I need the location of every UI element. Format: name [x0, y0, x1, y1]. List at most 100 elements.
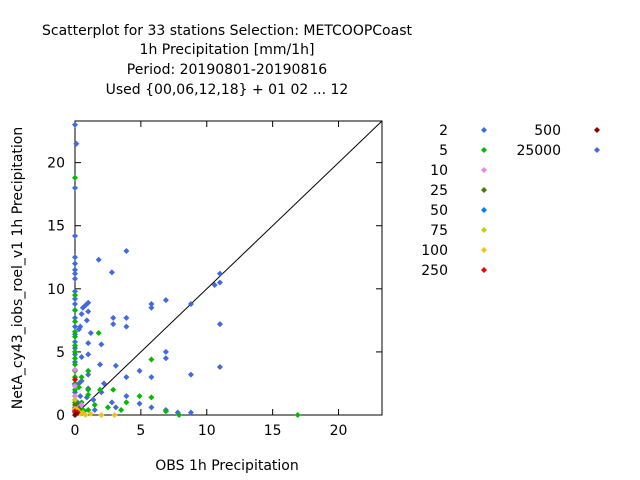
legend-label: 5 — [439, 143, 448, 159]
data-point — [136, 400, 143, 407]
data-point — [148, 394, 155, 401]
data-point — [82, 412, 89, 418]
legend-label: 2 — [439, 123, 448, 139]
data-point — [77, 393, 84, 400]
data-point — [72, 355, 78, 362]
data-point — [148, 304, 155, 311]
data-point — [148, 356, 155, 363]
title-line-1: Scatterplot for 33 stations Selection: M… — [42, 23, 412, 39]
y-tick-label: 20 — [47, 156, 65, 172]
data-point — [123, 393, 130, 400]
legend-label: 25 — [430, 183, 448, 199]
data-point — [90, 396, 97, 403]
title-line-4: Used {00,06,12,18} + 01 02 ... 12 — [106, 82, 349, 98]
data-point — [123, 323, 130, 330]
data-point — [85, 371, 92, 378]
data-point — [75, 326, 82, 333]
legend-label: 75 — [430, 223, 448, 239]
data-point — [72, 307, 78, 314]
data-point — [72, 366, 78, 373]
data-point — [72, 184, 78, 191]
data-point — [118, 406, 125, 413]
legend-label: 25000 — [516, 143, 561, 159]
legend-marker — [481, 207, 487, 213]
data-point — [72, 260, 78, 267]
data-point — [162, 348, 169, 355]
legend-marker — [481, 167, 487, 173]
data-point — [72, 318, 78, 325]
data-point — [79, 304, 86, 311]
data-point — [108, 269, 115, 276]
title-line-2: 1h Precipitation [mm/1h] — [140, 42, 315, 58]
data-point — [112, 362, 119, 369]
y-tick-label: 5 — [56, 345, 65, 361]
data-point — [72, 386, 78, 393]
legend-marker — [481, 267, 487, 273]
data-point — [85, 367, 92, 374]
data-point — [216, 321, 223, 328]
y-axis-label: NetA_cy43_iobs_roel_v1 1h Precipitation — [10, 127, 26, 409]
data-point — [72, 314, 78, 321]
data-point — [78, 374, 85, 381]
data-point — [123, 314, 130, 321]
x-tick-label: 10 — [198, 423, 216, 439]
data-point — [187, 300, 194, 307]
data-point — [123, 374, 130, 381]
legend-label: 50 — [430, 203, 448, 219]
data-point — [72, 300, 78, 307]
data-point — [110, 386, 117, 393]
data-point — [72, 121, 78, 128]
data-point — [148, 404, 155, 411]
data-point — [72, 342, 78, 349]
data-points — [72, 121, 301, 418]
data-point — [72, 174, 78, 181]
data-point — [75, 380, 82, 387]
data-point — [97, 386, 104, 393]
data-point — [87, 410, 94, 417]
legend-label: 500 — [534, 123, 561, 139]
legend-marker — [481, 147, 487, 153]
data-point — [162, 355, 169, 362]
legend-label: 100 — [421, 243, 448, 259]
data-point — [85, 386, 92, 393]
data-point — [72, 323, 78, 330]
data-point — [98, 412, 105, 418]
data-point — [85, 391, 92, 398]
x-tick-label: 15 — [264, 423, 282, 439]
data-point — [72, 338, 78, 345]
data-point — [136, 367, 143, 374]
legend-marker — [481, 127, 487, 133]
data-point — [72, 254, 78, 261]
data-point — [72, 393, 78, 400]
data-point — [78, 401, 85, 408]
data-point — [216, 364, 223, 371]
chart-title: Scatterplot for 33 stations Selection: M… — [42, 23, 412, 98]
data-point — [72, 396, 78, 403]
data-point — [176, 412, 183, 418]
data-point — [72, 328, 78, 335]
legend-marker — [481, 227, 487, 233]
data-point — [72, 288, 78, 295]
title-line-3: Period: 20190801-20190816 — [127, 62, 327, 78]
data-point — [87, 329, 94, 336]
y-tick-label: 15 — [47, 219, 65, 235]
data-point — [100, 380, 107, 387]
data-point — [294, 412, 301, 418]
data-point — [110, 314, 117, 321]
data-point — [72, 232, 78, 239]
data-point — [72, 382, 78, 389]
data-point — [104, 404, 111, 411]
data-point — [110, 321, 117, 328]
data-point — [85, 340, 92, 347]
data-point — [72, 275, 78, 282]
data-point — [187, 371, 194, 378]
data-point — [111, 412, 118, 418]
x-axis-label: OBS 1h Precipitation — [155, 458, 298, 474]
diagonal-line — [74, 120, 383, 416]
data-point — [91, 406, 98, 413]
plot-axes: 0 5 10 15 20 0 5 10 15 20 — [47, 120, 383, 439]
data-point — [148, 374, 155, 381]
